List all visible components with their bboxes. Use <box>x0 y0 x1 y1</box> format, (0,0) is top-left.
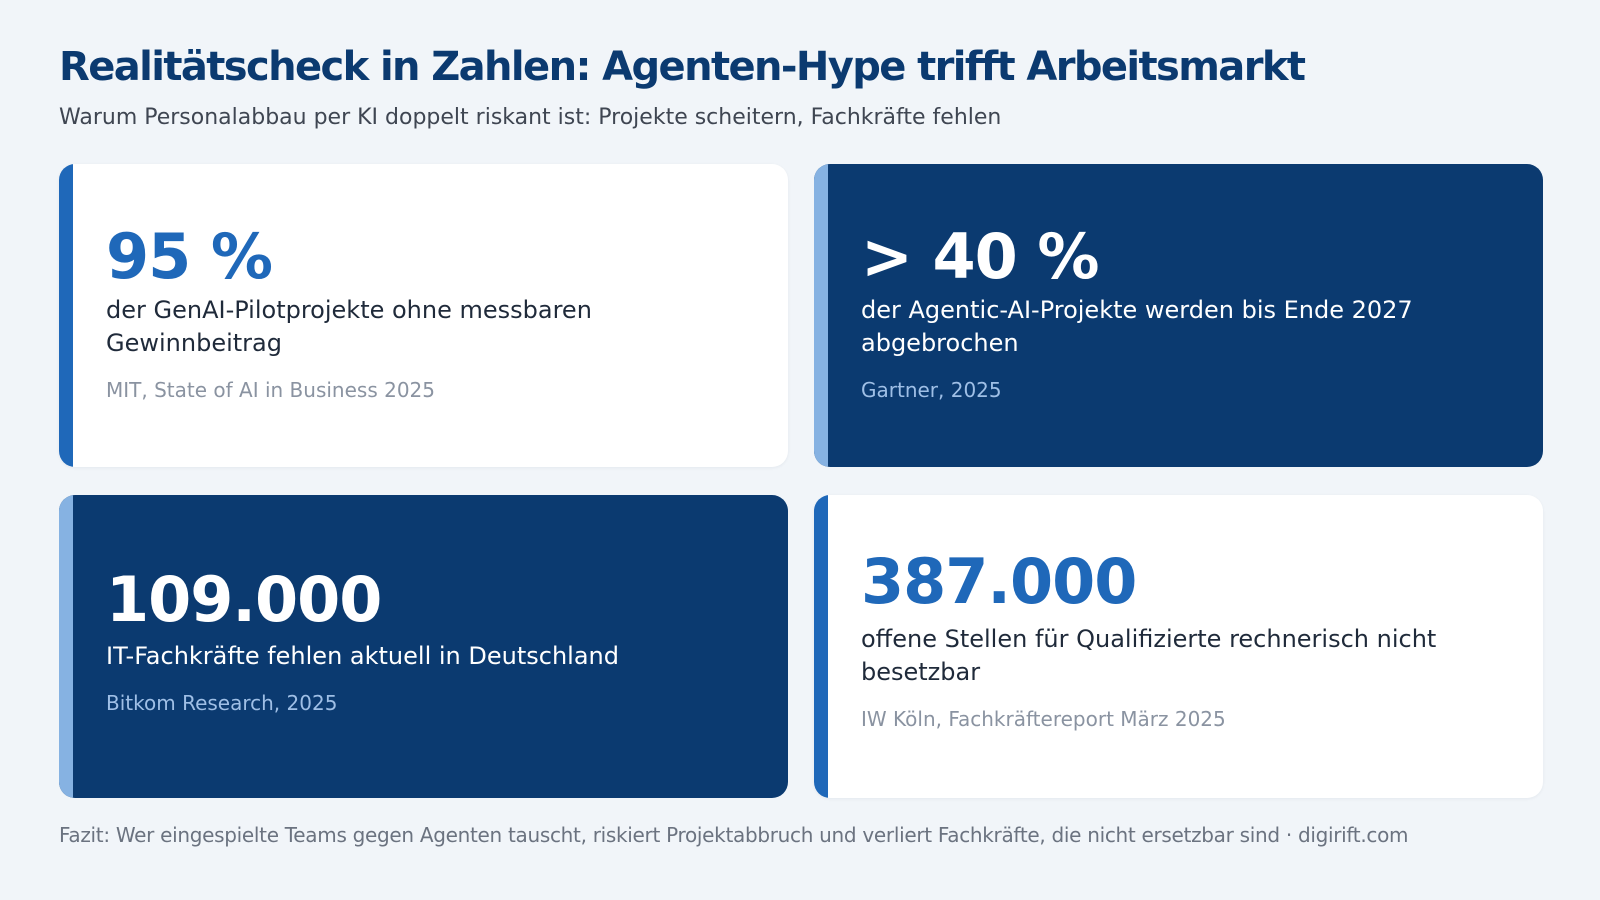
card-accent-bar <box>814 495 828 798</box>
stat-source: IW Köln, Fachkräftereport März 2025 <box>861 707 1226 731</box>
stat-card-genai-pilots: 95 % der GenAI-Pilotprojekte ohne messba… <box>59 164 788 467</box>
footer-conclusion: Fazit: Wer eingespielte Teams gegen Agen… <box>59 823 1409 847</box>
stat-card-it-shortage: 109.000 IT-Fachkräfte fehlen aktuell in … <box>59 495 788 798</box>
page-subtitle: Warum Personalabbau per KI doppelt riska… <box>59 105 1002 130</box>
stat-source: MIT, State of AI in Business 2025 <box>106 378 435 402</box>
stat-source: Gartner, 2025 <box>861 378 1002 402</box>
card-accent-bar <box>814 164 828 467</box>
stat-description: der GenAI-Pilotprojekte ohne messbaren G… <box>106 296 592 358</box>
stat-card-agentic-ai: > 40 % der Agentic-AI-Projekte werden bi… <box>814 164 1543 467</box>
stat-value: > 40 % <box>861 220 1100 293</box>
stat-card-open-positions: 387.000 offene Stellen für Qualifizierte… <box>814 495 1543 798</box>
stat-value: 387.000 <box>861 545 1137 618</box>
stat-source: Bitkom Research, 2025 <box>106 691 338 715</box>
stat-description: IT-Fachkräfte fehlen aktuell in Deutschl… <box>106 642 619 670</box>
stat-description: offene Stellen für Qualifizierte rechner… <box>861 625 1437 687</box>
stat-value: 109.000 <box>106 563 382 636</box>
card-accent-bar <box>59 495 73 798</box>
card-accent-bar <box>59 164 73 467</box>
stat-value: 95 % <box>106 220 273 293</box>
page-title: Realitätscheck in Zahlen: Agenten-Hype t… <box>59 44 1306 90</box>
stat-description: der Agentic-AI-Projekte werden bis Ende … <box>861 296 1413 358</box>
